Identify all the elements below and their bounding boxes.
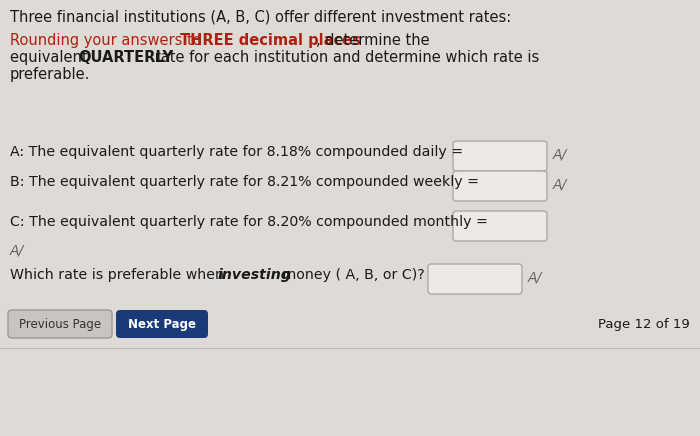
Text: A: The equivalent quarterly rate for 8.18% compounded daily =: A: The equivalent quarterly rate for 8.1… <box>10 145 463 159</box>
Text: Which rate is preferable when: Which rate is preferable when <box>10 268 228 282</box>
Text: A/: A/ <box>10 243 24 257</box>
Text: A/: A/ <box>528 270 542 284</box>
Text: B: The equivalent quarterly rate for 8.21% compounded weekly =: B: The equivalent quarterly rate for 8.2… <box>10 175 479 189</box>
Text: Three financial institutions (A, B, C) offer different investment rates:: Three financial institutions (A, B, C) o… <box>10 10 511 25</box>
Text: Rounding your answers to: Rounding your answers to <box>10 33 206 48</box>
Text: Previous Page: Previous Page <box>19 317 101 330</box>
Text: QUARTERLY: QUARTERLY <box>78 50 173 65</box>
Text: preferable.: preferable. <box>10 67 90 82</box>
Text: A/: A/ <box>553 147 567 161</box>
FancyBboxPatch shape <box>453 171 547 201</box>
FancyBboxPatch shape <box>453 211 547 241</box>
FancyBboxPatch shape <box>428 264 522 294</box>
Text: A/: A/ <box>553 177 567 191</box>
FancyBboxPatch shape <box>116 310 208 338</box>
Text: Page 12 of 19: Page 12 of 19 <box>598 317 690 330</box>
Text: money ( A, B, or C)?: money ( A, B, or C)? <box>278 268 425 282</box>
FancyBboxPatch shape <box>453 141 547 171</box>
Text: Next Page: Next Page <box>128 317 196 330</box>
FancyBboxPatch shape <box>8 310 112 338</box>
Text: C: The equivalent quarterly rate for 8.20% compounded monthly =: C: The equivalent quarterly rate for 8.2… <box>10 215 488 229</box>
Text: THREE decimal places: THREE decimal places <box>180 33 361 48</box>
Text: rate for each institution and determine which rate is: rate for each institution and determine … <box>150 50 539 65</box>
Text: investing: investing <box>218 268 292 282</box>
Text: , determine the: , determine the <box>316 33 430 48</box>
Text: equivalent: equivalent <box>10 50 92 65</box>
